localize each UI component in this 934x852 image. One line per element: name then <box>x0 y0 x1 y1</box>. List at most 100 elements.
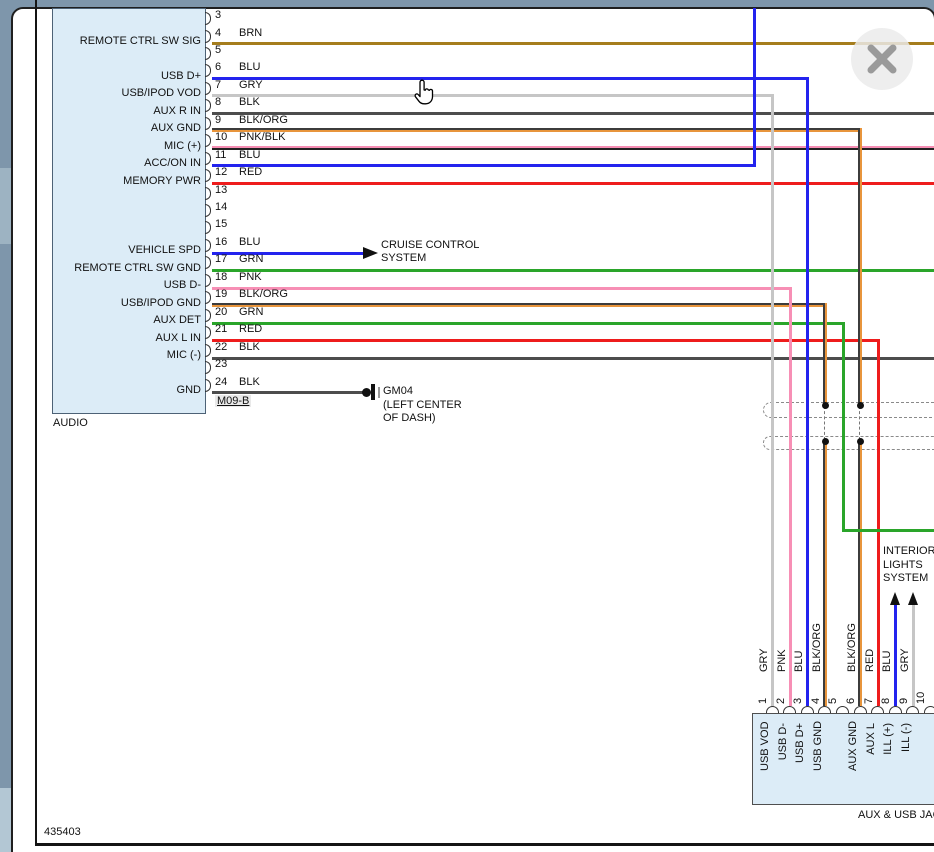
pin-terminal-arc <box>871 706 885 713</box>
pin-number: 21 <box>215 323 228 336</box>
interior-lights-arrow-icon <box>889 592 900 605</box>
pin-number: 16 <box>215 235 228 248</box>
aux-usb-connector-box <box>752 713 934 805</box>
wire-blu <box>212 251 363 255</box>
wire-color-label: BLU <box>793 650 806 672</box>
wire-blu <box>212 163 756 167</box>
wire-blu <box>212 76 809 80</box>
audio-pin-label: REMOTE CTRL SW GND <box>74 261 201 274</box>
pin-terminal-arc <box>204 343 211 357</box>
pin-number: 10 <box>215 131 228 144</box>
pin-terminal-arc <box>204 134 211 148</box>
audio-pin-label: MIC (-) <box>166 349 201 362</box>
pin-number: 3 <box>792 697 805 704</box>
pin-terminal-arc <box>204 116 211 130</box>
pin-number: 4 <box>215 26 222 39</box>
pin-terminal-arc <box>204 99 211 113</box>
close-button[interactable] <box>851 28 913 90</box>
pin-terminal-arc <box>204 12 211 26</box>
pin-number: 9 <box>897 697 910 704</box>
wire-pnk <box>788 287 792 706</box>
wire-color-label: PNK <box>775 649 788 672</box>
pin-terminal-arc <box>204 256 211 270</box>
ground-code: GM04 <box>383 385 413 397</box>
audio-pin-label: AUX L IN <box>155 331 201 344</box>
cruise-arrow-icon <box>363 247 378 259</box>
aux-usb-pin-label: ILL (-) <box>899 723 912 752</box>
pin-terminal-arc <box>204 291 211 305</box>
inline-connector-dashed-top <box>763 401 934 418</box>
pin-number: 23 <box>215 358 228 371</box>
shield-dashed-segment <box>824 406 826 440</box>
pin-number: 9 <box>215 113 222 126</box>
pin-terminal-arc <box>818 706 832 713</box>
pin-number: 24 <box>215 375 228 388</box>
pin-number: 17 <box>215 253 228 266</box>
pin-terminal-arc <box>204 308 211 322</box>
pin-terminal-arc <box>204 186 211 200</box>
ground-bar-icon <box>371 384 375 400</box>
wire-color-label: BLK/ORG <box>239 113 288 126</box>
wire-color-label: BLK/ORG <box>846 623 858 672</box>
scrollbar-thumb[interactable] <box>0 788 11 852</box>
scrollbar-thumb[interactable] <box>0 168 11 244</box>
pin-number: 19 <box>215 288 228 301</box>
pin-terminal-arc <box>204 46 211 60</box>
pin-terminal-arc <box>204 361 211 375</box>
audio-pin-label: VEHICLE SPD <box>128 244 201 257</box>
audio-connector-box <box>52 8 206 414</box>
wire-grn <box>841 322 845 532</box>
wire-blk-org <box>823 303 827 405</box>
pin-number: 6 <box>215 61 222 74</box>
wire-color-label: BLK/ORG <box>239 288 288 301</box>
wire-pnk-blk <box>212 146 934 150</box>
pin-terminal-arc <box>853 706 867 713</box>
ground-dot-icon <box>362 387 371 397</box>
wire-blk <box>212 356 934 360</box>
aux-usb-pin-label: ILL (+) <box>882 723 895 755</box>
connector-code-link[interactable]: M09-B <box>215 395 252 407</box>
audio-pin-label: AUX DET <box>153 314 201 327</box>
splice-dot <box>821 401 829 409</box>
pin-terminal-arc <box>204 221 211 235</box>
wire-gry <box>770 94 774 706</box>
audio-pin-label: USB/IPOD GND <box>120 296 201 309</box>
wire-grn <box>212 268 934 272</box>
wire-color-label: BLU <box>239 148 261 161</box>
wire-gry <box>212 93 774 97</box>
audio-pin-label: MEMORY PWR <box>123 174 201 187</box>
wire-color-label: GRY <box>898 648 911 672</box>
inline-connector-dashed-bottom <box>763 435 934 450</box>
pin-number: 15 <box>215 218 228 231</box>
ground-location-line1: (LEFT CENTER <box>383 398 462 411</box>
wire-brn <box>212 41 934 45</box>
wire-blk-org <box>212 303 827 307</box>
cruise-label-line2: SYSTEM <box>381 252 427 264</box>
wire-color-label: BRN <box>239 26 263 39</box>
wire-color-label: PNK <box>239 270 262 283</box>
wire-grn <box>843 528 934 532</box>
audio-pin-label: GND <box>176 384 201 396</box>
wire-blk-org <box>858 441 862 706</box>
pin-number: 20 <box>215 305 228 318</box>
splice-dot <box>856 437 864 445</box>
left-scrollbar[interactable] <box>0 0 11 852</box>
pin-number: 7 <box>862 697 875 704</box>
interior-lights-line2: LIGHTS <box>883 558 923 571</box>
audio-pin-label: AUX GND <box>150 122 201 135</box>
pin-number: 18 <box>215 270 228 283</box>
wire-blk <box>212 111 934 115</box>
wire-color-label: BLK <box>239 96 260 109</box>
aux-usb-pin-label: USB GND <box>811 720 824 771</box>
audio-pin-label: AUX R IN <box>153 104 201 117</box>
wire-color-label: BLK <box>239 375 260 388</box>
pin-terminal-arc <box>204 273 211 287</box>
wire-color-label: BLU <box>239 61 261 74</box>
wire-color-label: BLK <box>239 340 260 353</box>
pin-terminal-arc <box>204 64 211 78</box>
interior-lights-line3: SYSTEM <box>883 572 929 584</box>
ground-bar2-icon <box>377 386 380 398</box>
audio-pin-label: MIC (+) <box>164 139 201 152</box>
